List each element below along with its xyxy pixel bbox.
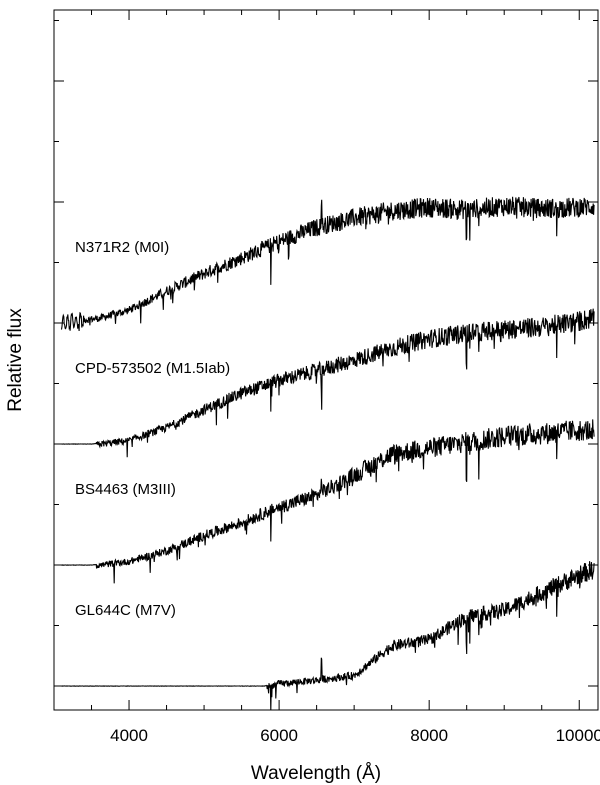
spectrum-line: [61, 561, 595, 711]
series-label: GL644C (M7V): [75, 602, 176, 619]
x-tick-label: 6000: [260, 726, 298, 745]
series-label: BS4463 (M3III): [75, 481, 176, 498]
x-tick-label: 10000: [556, 726, 600, 745]
series-labels: N371R2 (M0I) CPD-573502 (M1.5Iab) BS4463 (…: [75, 239, 230, 619]
spectra-lines: [60, 196, 595, 711]
plot-frame: [53, 9, 599, 711]
spectrum-line: [61, 419, 595, 584]
y-axis-label: Relative flux: [5, 308, 26, 412]
x-tick-label: 8000: [410, 726, 448, 745]
x-tick-label: 4000: [110, 726, 148, 745]
series-label: N371R2 (M0I): [75, 239, 169, 256]
x-axis-label: Wavelength (Å): [251, 763, 381, 784]
spectrum-line: [61, 308, 595, 458]
spectrum-line: [60, 196, 595, 332]
series-label: CPD-573502 (M1.5Iab): [75, 360, 230, 377]
x-tick-labels: 4000 6000 8000 10000: [110, 726, 600, 745]
